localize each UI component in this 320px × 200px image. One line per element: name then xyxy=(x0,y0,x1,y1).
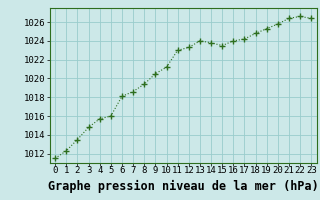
X-axis label: Graphe pression niveau de la mer (hPa): Graphe pression niveau de la mer (hPa) xyxy=(48,180,319,193)
